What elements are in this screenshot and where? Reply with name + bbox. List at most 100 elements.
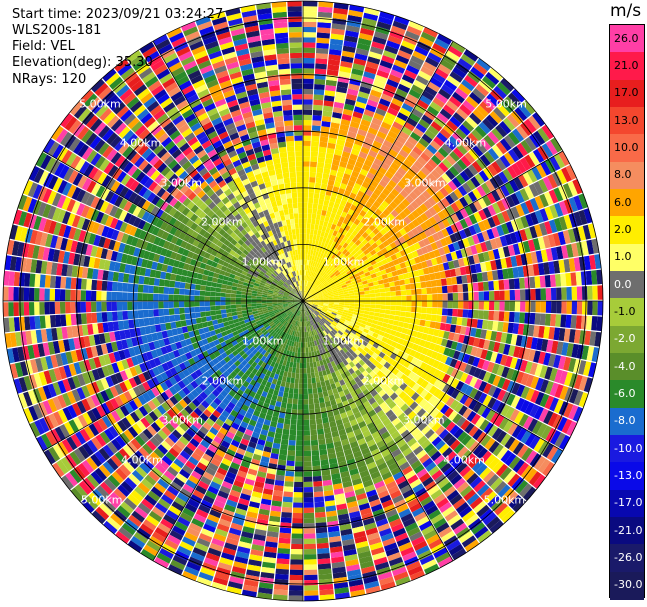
radar-gate (570, 315, 577, 329)
radar-gate (378, 283, 385, 289)
radar-gate (452, 112, 465, 124)
radar-gate (347, 287, 354, 292)
radar-gate (327, 233, 333, 240)
radar-gate (403, 216, 412, 225)
radar-gate (312, 272, 316, 278)
radar-gate (591, 316, 598, 331)
radar-gate (367, 282, 374, 287)
radar-gate (498, 311, 505, 322)
radar-gate (393, 157, 403, 167)
radar-gate (541, 143, 554, 158)
radar-gate (550, 137, 563, 153)
radar-gate (289, 569, 303, 576)
radar-gate (327, 263, 333, 269)
radar-gate (313, 99, 324, 106)
radar-gate (401, 74, 415, 84)
radar-gate (407, 363, 415, 371)
radar-gate (313, 392, 319, 399)
radar-gate (437, 381, 447, 391)
radar-gate (505, 256, 513, 268)
radar-gate (563, 328, 571, 342)
radar-gate (371, 352, 379, 360)
radar-gate (519, 157, 531, 171)
radar-gate (421, 294, 428, 301)
radar-gate (458, 83, 472, 96)
radar-gate (410, 357, 419, 366)
radar-gate (304, 275, 306, 281)
radar-gate (308, 393, 314, 400)
radar-gate (476, 404, 487, 416)
radar-gate (508, 311, 515, 323)
radar-gate (516, 384, 526, 397)
radar-gate (424, 364, 433, 373)
radar-gate (563, 258, 571, 273)
radar-gate (394, 116, 406, 126)
radar-gate (530, 301, 536, 313)
radar-gate (318, 151, 326, 158)
radar-gate (333, 295, 339, 298)
radar-gate (352, 269, 359, 275)
radar-gate (367, 265, 374, 272)
radar-gate (356, 96, 368, 104)
radar-gate (429, 140, 441, 151)
radar-gate (416, 294, 422, 301)
radar-gate (303, 352, 306, 358)
radar-gate (464, 385, 474, 396)
radar-gate (401, 126, 413, 136)
radar-gate (558, 216, 568, 231)
radar-gate (401, 102, 414, 113)
radar-gate (416, 183, 426, 194)
radar-gate (511, 162, 522, 176)
radar-gate (406, 301, 412, 307)
radar-gate (295, 461, 303, 467)
radar-gate (491, 427, 503, 441)
radar-gate (461, 275, 468, 284)
radar-gate (291, 543, 303, 550)
radar-gate (362, 317, 368, 322)
radar-gate (312, 303, 318, 306)
radar-gate (491, 226, 500, 238)
radar-gate (299, 373, 303, 379)
radar-gate (336, 86, 348, 94)
radar-gate (424, 85, 438, 97)
radar-gate (424, 110, 436, 121)
radar-gate (576, 301, 583, 315)
radar-gate (325, 238, 331, 245)
radar-gate (450, 213, 460, 223)
radar-gate (303, 507, 315, 514)
radar-gate (406, 64, 420, 75)
radar-gate (291, 538, 303, 545)
radar-gate (363, 346, 370, 353)
radar-gate (465, 95, 479, 109)
radar-gate (315, 274, 320, 280)
radar-gate (317, 27, 331, 34)
radar-gate (333, 302, 340, 305)
radar-gate (438, 162, 449, 173)
radar-gate (374, 288, 381, 294)
radar-gate (495, 187, 506, 200)
radar-gate (327, 307, 333, 311)
radar-gate (482, 97, 497, 111)
radar-gate (342, 218, 350, 225)
radar-gate (405, 306, 412, 312)
radar-gate (411, 218, 420, 228)
radar-gate (303, 156, 310, 162)
radar-gate (317, 263, 322, 269)
radar-gate (419, 339, 426, 347)
radar-gate (303, 233, 307, 240)
radar-gate (425, 56, 440, 68)
radar-gate (391, 226, 399, 234)
radar-gate (407, 168, 417, 178)
radar-gate (511, 425, 523, 439)
radar-gate (413, 242, 421, 251)
radar-gate (568, 357, 577, 373)
radar-gate (417, 170, 427, 180)
radar-gate (391, 175, 401, 185)
radar-gate (333, 305, 339, 309)
radar-gate (329, 316, 335, 321)
radar-gate (345, 231, 352, 239)
radar-gate (375, 216, 384, 224)
radar-gate (372, 220, 380, 228)
radar-gate (500, 433, 512, 447)
radar-gate (392, 20, 408, 31)
